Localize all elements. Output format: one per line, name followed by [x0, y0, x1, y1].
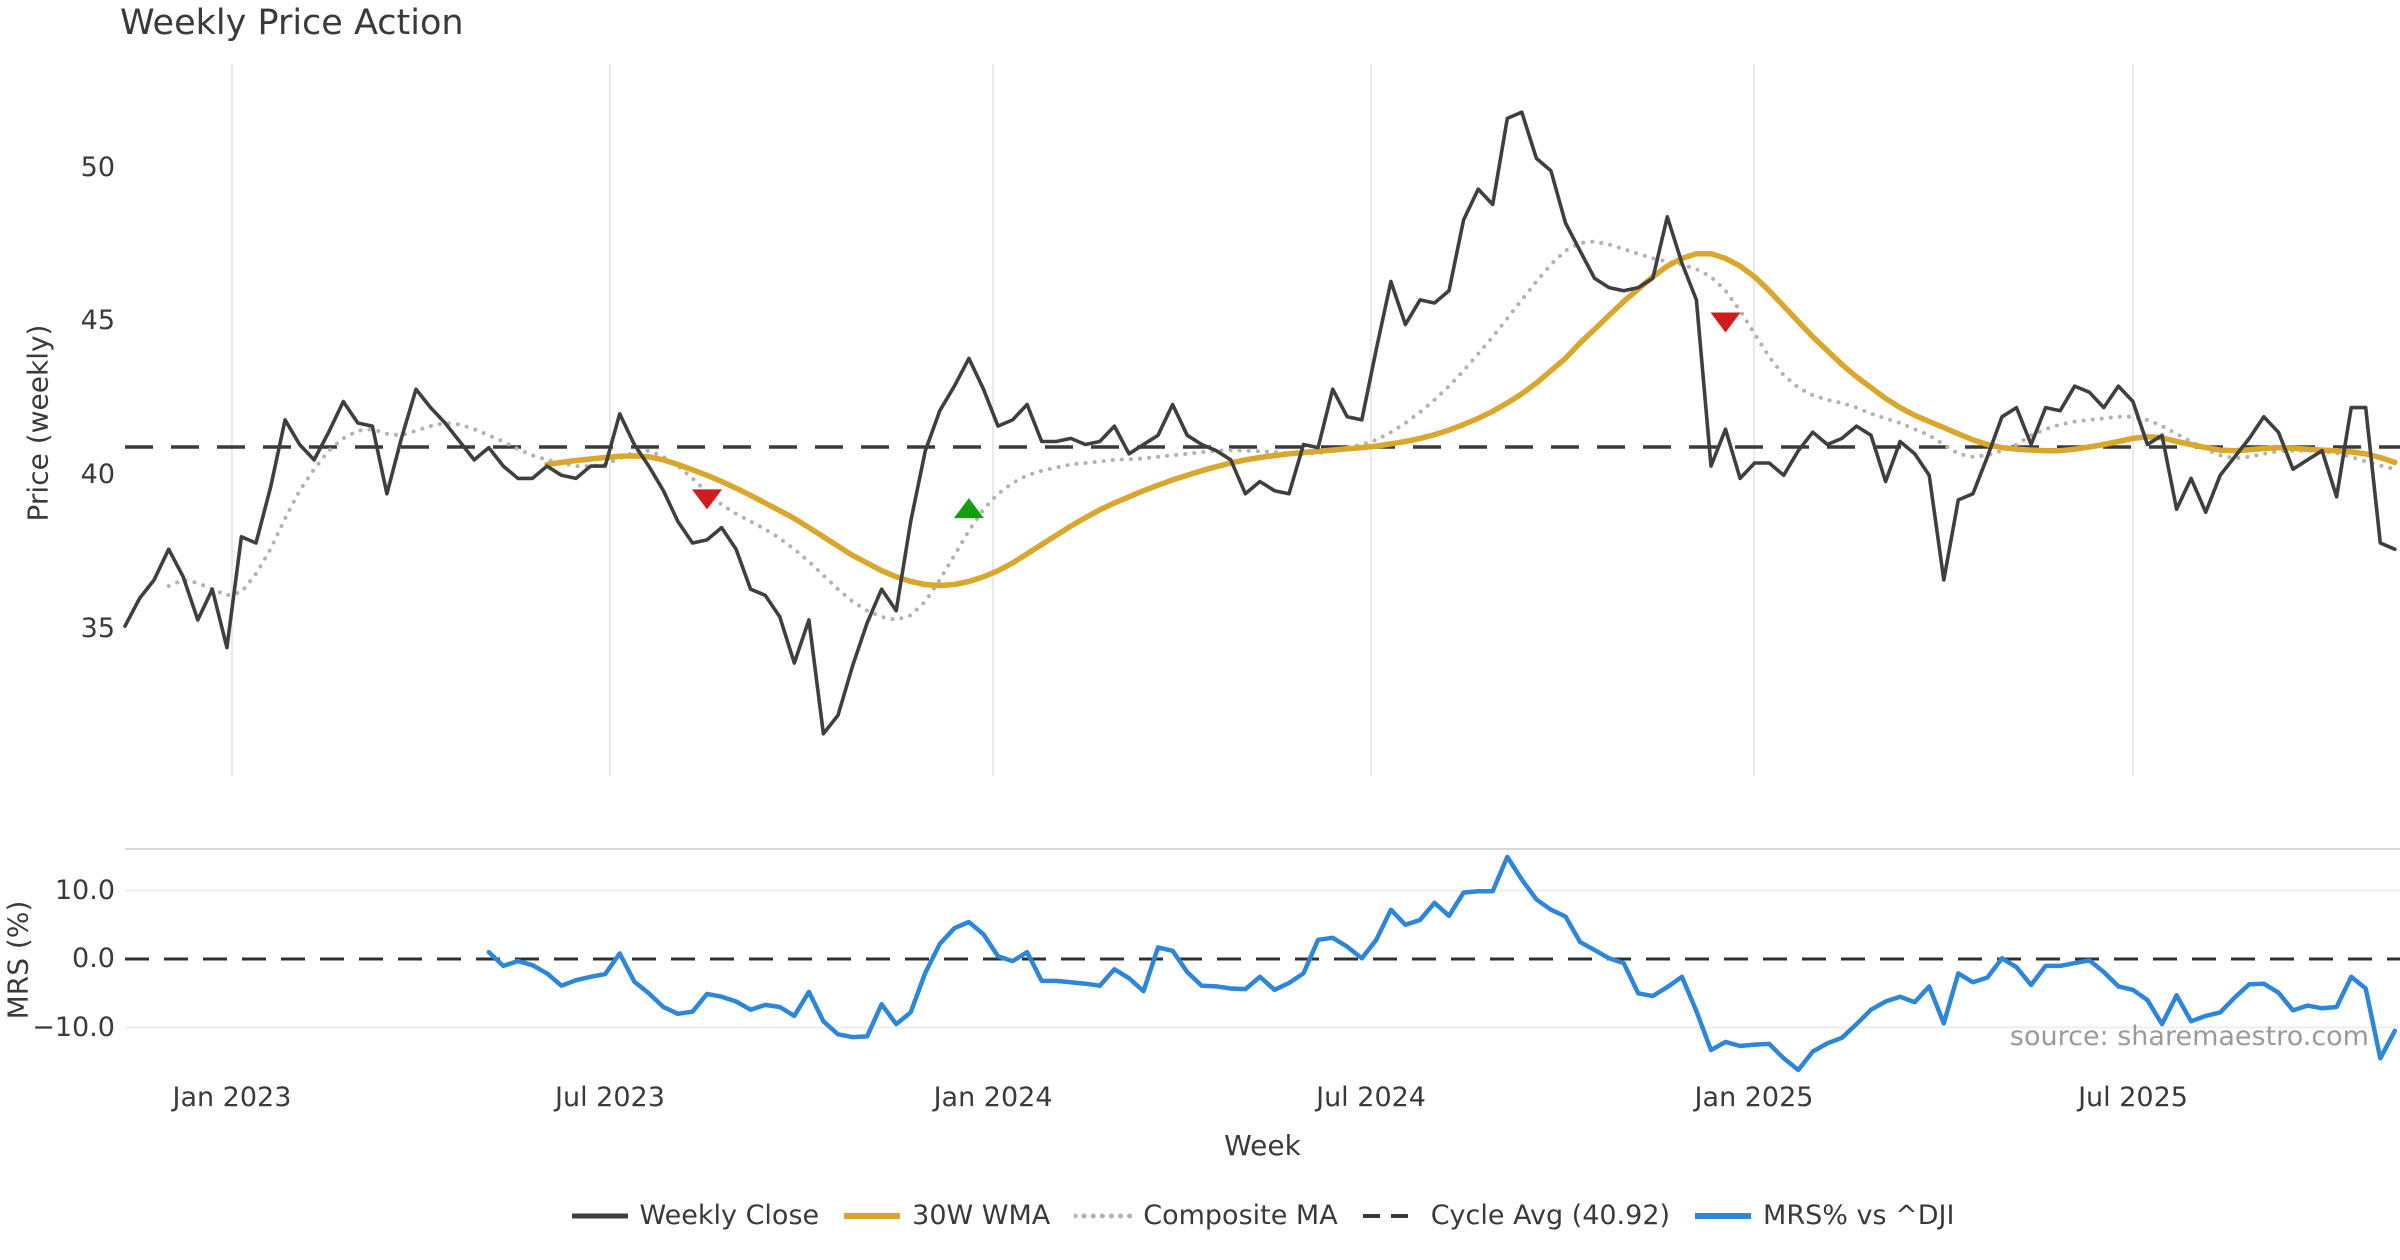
source-watermark: source: sharemaestro.com [2009, 1021, 2369, 1052]
legend-label: Weekly Close [639, 1200, 820, 1231]
legend-item-cycle-avg: Cycle Avg (40.92) [1362, 1200, 1670, 1231]
mrs-ytick-label: 10.0 [54, 874, 115, 906]
legend-label: 30W WMA [912, 1200, 1051, 1231]
composite-ma-line [166, 239, 2397, 622]
legend: Weekly Close 30W WMA Composite MA Cycle … [125, 1200, 2400, 1231]
mrs-axis-title: MRS (%) [1, 900, 35, 1020]
x-tick-label: Jan 2024 [933, 1082, 1053, 1113]
x-tick-label: Jul 2025 [2078, 1082, 2188, 1113]
composite-ma-dotted-line-icon [1074, 1213, 1133, 1218]
sell-signal-marker [692, 489, 722, 510]
mrs-line-icon [1695, 1212, 1752, 1219]
price-axis-title: Price (weekly) [21, 324, 55, 522]
legend-label: Composite MA [1143, 1200, 1338, 1231]
mrs-ytick-label: 0.0 [72, 943, 115, 974]
price-ytick-label: 35 [80, 613, 115, 645]
price-ytick-label: 40 [80, 459, 115, 491]
wma-line [544, 251, 2398, 589]
legend-item-30w-wma: 30W WMA [843, 1200, 1050, 1231]
weekly-close-line [123, 110, 2397, 736]
legend-item-weekly-close: Weekly Close [571, 1200, 820, 1231]
legend-item-composite-ma: Composite MA [1074, 1200, 1338, 1231]
mrs-line [486, 854, 2398, 1073]
mrs-ytick-label: −10.0 [32, 1011, 115, 1043]
x-tick-label: Jan 2023 [172, 1082, 292, 1113]
sell-signal-marker [1710, 312, 1741, 333]
x-tick-label: Jul 2024 [1316, 1082, 1426, 1113]
cycle-avg-dashed-line-icon [1362, 1213, 1419, 1218]
weekly-close-line-icon [571, 1213, 628, 1218]
legend-label: MRS% vs ^DJI [1763, 1200, 1955, 1231]
buy-signal-marker [953, 498, 984, 519]
x-tick-label: Jan 2025 [1694, 1082, 1814, 1113]
price-ytick-label: 50 [80, 151, 115, 183]
x-axis-title: Week [1224, 1129, 1301, 1162]
price-ytick-label: 45 [80, 305, 115, 337]
wma-line-icon [844, 1212, 901, 1219]
chart-title: Weekly Price Action [120, 3, 464, 43]
legend-item-mrs: MRS% vs ^DJI [1694, 1200, 1954, 1231]
legend-label: Cycle Avg (40.92) [1430, 1200, 1671, 1231]
x-tick-label: Jul 2023 [555, 1082, 665, 1113]
